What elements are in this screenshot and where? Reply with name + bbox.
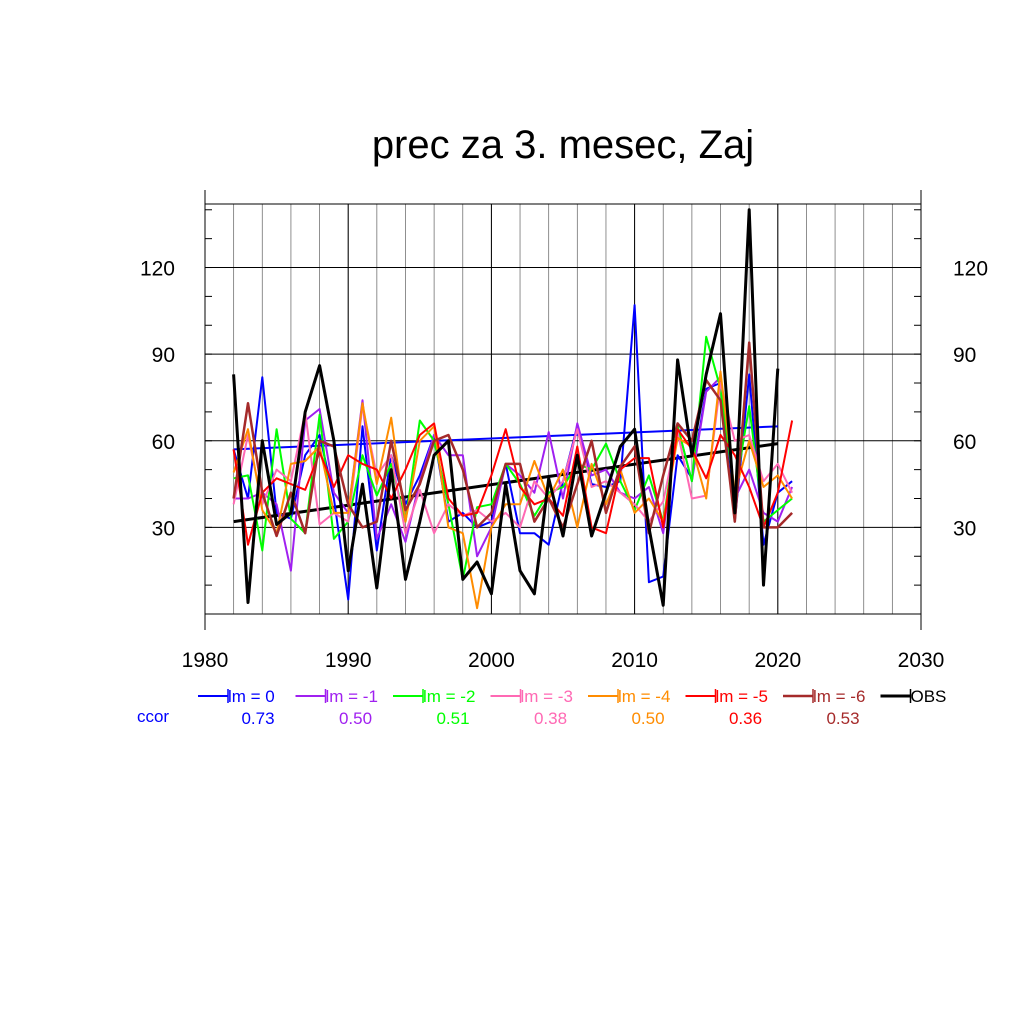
x-tick-label: 1980 — [182, 649, 229, 672]
legend-label: lm = -1 — [326, 687, 378, 706]
y-tick-label-right: 90 — [953, 344, 976, 367]
legend-ccor-value: 0.38 — [534, 709, 567, 728]
legend-label: OBS — [911, 687, 947, 706]
ccor-label: ccor — [137, 707, 169, 726]
series-lines — [232, 208, 794, 610]
legend-ccor-value: 0.50 — [631, 709, 664, 728]
legend-ccor-value: 0.73 — [241, 709, 274, 728]
legend: lm = 0 0.73 lm = -1 0.50 lm = -2 0.51 lm = -3 0… — [198, 687, 946, 728]
chart-title: prec za 3. mesec, Zaj — [372, 123, 754, 167]
y-tick-label-left: 90 — [152, 344, 175, 367]
series-line-7 — [232, 208, 780, 607]
x-tick-label: 2030 — [898, 649, 945, 672]
x-tick-label: 2020 — [754, 649, 801, 672]
legend-ccor-value: 0.51 — [436, 709, 469, 728]
y-tick-label-left: 120 — [140, 258, 175, 281]
legend-label: lm = -4 — [618, 687, 670, 706]
legend-label: lm = -6 — [813, 687, 865, 706]
y-tick-label-left: 60 — [152, 431, 175, 454]
x-tick-label: 1990 — [325, 649, 372, 672]
x-tick-label: 2000 — [468, 649, 515, 672]
legend-ccor-value: 0.36 — [729, 709, 762, 728]
legend-label: lm = -5 — [716, 687, 768, 706]
legend-label: lm = -2 — [423, 687, 475, 706]
y-tick-label-right: 30 — [953, 517, 976, 540]
series-line-4 — [232, 370, 793, 610]
tick-marks — [205, 209, 921, 586]
legend-ccor-value: 0.53 — [826, 709, 859, 728]
series-line-1 — [233, 376, 794, 572]
y-tick-label-right: 60 — [953, 431, 976, 454]
y-tick-label-left: 30 — [152, 517, 175, 540]
grid — [205, 204, 921, 614]
tick-labels: 1980 1990 2000 2010 2020 2030 30 30 60 60 90 90 120 1… — [140, 258, 988, 672]
y-tick-label-right: 120 — [953, 258, 988, 281]
legend-ccor-value: 0.50 — [339, 709, 372, 728]
x-tick-label: 2010 — [611, 649, 658, 672]
series-line-5 — [232, 420, 794, 546]
legend-label: lm = 0 — [228, 687, 275, 706]
legend-label: lm = -3 — [521, 687, 573, 706]
